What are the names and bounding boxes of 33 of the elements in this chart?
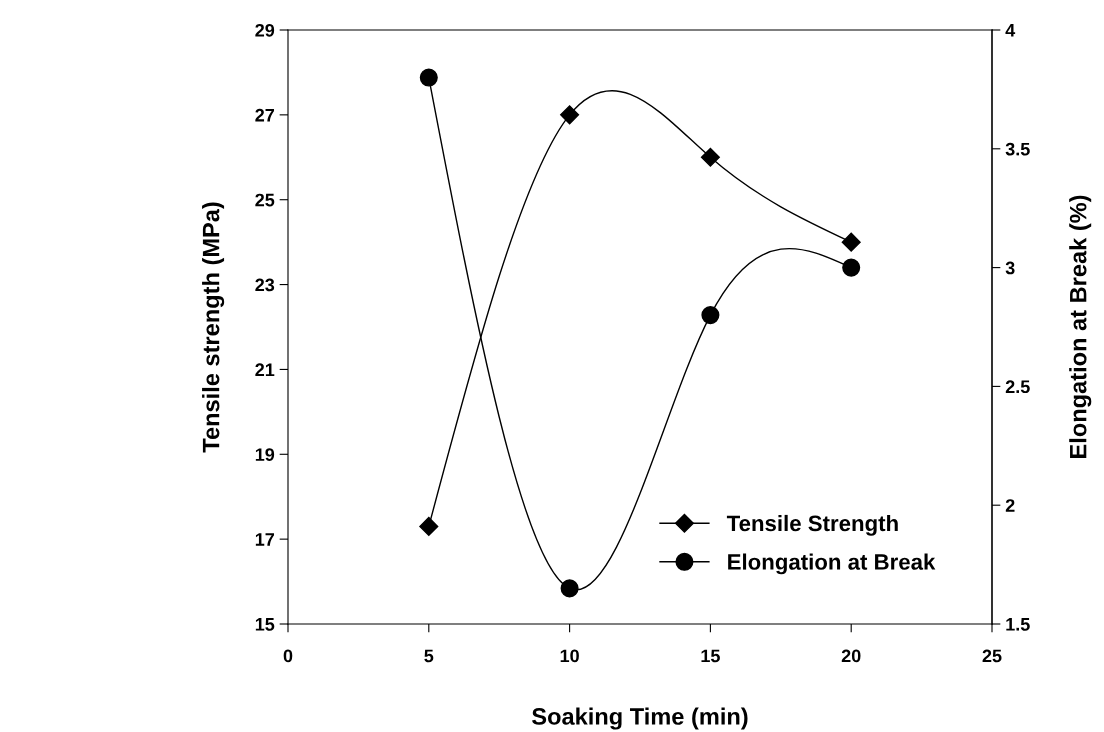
- x-tick-label: 5: [424, 649, 434, 663]
- point: [560, 579, 579, 598]
- y-tick-label: 23: [255, 278, 275, 292]
- y-tick-label: 25: [255, 193, 275, 207]
- y2-tick-label: 3.5: [1005, 142, 1030, 156]
- x-tick-label: 10: [560, 649, 579, 663]
- y-tick-label: 29: [255, 23, 275, 37]
- x-axis-title: Soaking Time (min): [532, 707, 748, 730]
- point: [419, 516, 439, 536]
- y2-tick-label: 4: [1005, 24, 1016, 37]
- point: [560, 105, 580, 125]
- y2-tick-label: 3: [1005, 261, 1015, 275]
- point: [700, 147, 720, 167]
- point: [841, 232, 861, 252]
- y2-axis-title: Elongation at Break (%): [1069, 195, 1092, 458]
- x-tick-label: 25: [982, 649, 1002, 663]
- y-tick-label: 19: [255, 448, 275, 462]
- y2-tick-label: 2.5: [1005, 380, 1030, 394]
- x-tick-label: 0: [283, 649, 293, 663]
- x-tick-label: 20: [841, 649, 861, 663]
- y2-tick-label: 1.5: [1006, 618, 1030, 631]
- y2-tick-label: 2: [1005, 499, 1015, 512]
- legend-label: Tensile Strength: [726, 514, 898, 536]
- x-tick-label: 15: [701, 649, 720, 663]
- point: [701, 306, 720, 325]
- legend-label: Elongation at Break: [728, 553, 936, 575]
- y-axis-title: Tensile strength (MPa): [202, 202, 225, 453]
- y-tick-label: 21: [255, 363, 275, 376]
- y-tick-label: 17: [255, 533, 275, 546]
- y-tick-label: 15: [255, 618, 275, 631]
- point: [842, 258, 861, 277]
- y-tick-label: 27: [255, 108, 275, 122]
- point: [419, 68, 438, 87]
